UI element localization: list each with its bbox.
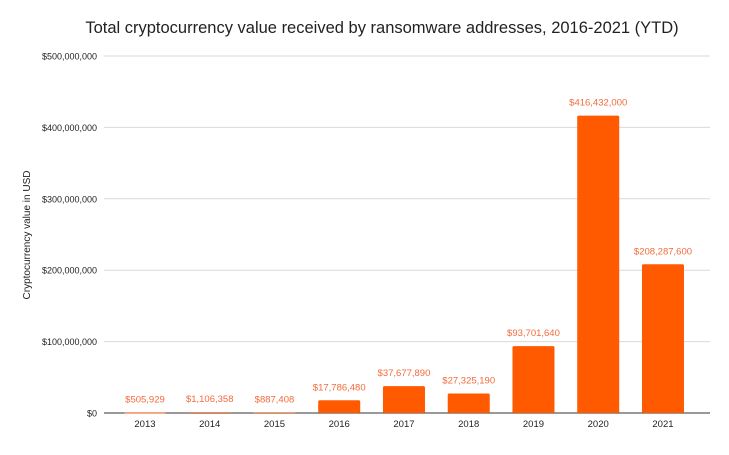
chart-title: Total cryptocurrency value received by r… (85, 19, 678, 37)
y-tick-label: $500,000,000 (42, 52, 97, 62)
y-axis-label: Cryptocurrency value in USD (22, 171, 33, 300)
data-label: $37,677,890 (378, 368, 431, 379)
data-label: $27,325,190 (442, 375, 495, 386)
data-label: $208,287,600 (634, 246, 692, 257)
y-tick-label: $100,000,000 (42, 337, 97, 347)
data-label: $416,432,000 (569, 98, 627, 109)
x-tick-label: 2017 (393, 419, 414, 430)
y-tick-label: $0 (87, 409, 97, 419)
data-label: $505,929 (125, 395, 165, 406)
x-tick-label: 2019 (523, 419, 544, 430)
bar (641, 264, 684, 413)
y-tick-label: $200,000,000 (42, 266, 97, 276)
x-tick-label: 2020 (588, 419, 609, 430)
bar (382, 386, 425, 413)
bar (577, 115, 620, 414)
bar (123, 412, 166, 414)
data-label: $17,786,480 (313, 382, 366, 393)
data-label: $887,408 (255, 394, 295, 405)
x-tick-label: 2015 (264, 419, 285, 430)
data-label: $93,701,640 (507, 328, 560, 339)
data-label: $1,106,358 (186, 394, 234, 405)
y-tick-label: $300,000,000 (42, 194, 97, 204)
x-tick-label: 2018 (458, 419, 479, 430)
bar (447, 393, 490, 413)
x-tick-label: 2021 (652, 419, 673, 430)
bar (253, 412, 296, 414)
x-tick-label: 2016 (329, 419, 350, 430)
x-tick-label: 2013 (134, 419, 155, 430)
y-tick-label: $400,000,000 (42, 123, 97, 133)
bar (318, 400, 361, 413)
bar (512, 346, 555, 413)
bar (188, 412, 231, 414)
x-tick-label: 2014 (199, 419, 220, 430)
